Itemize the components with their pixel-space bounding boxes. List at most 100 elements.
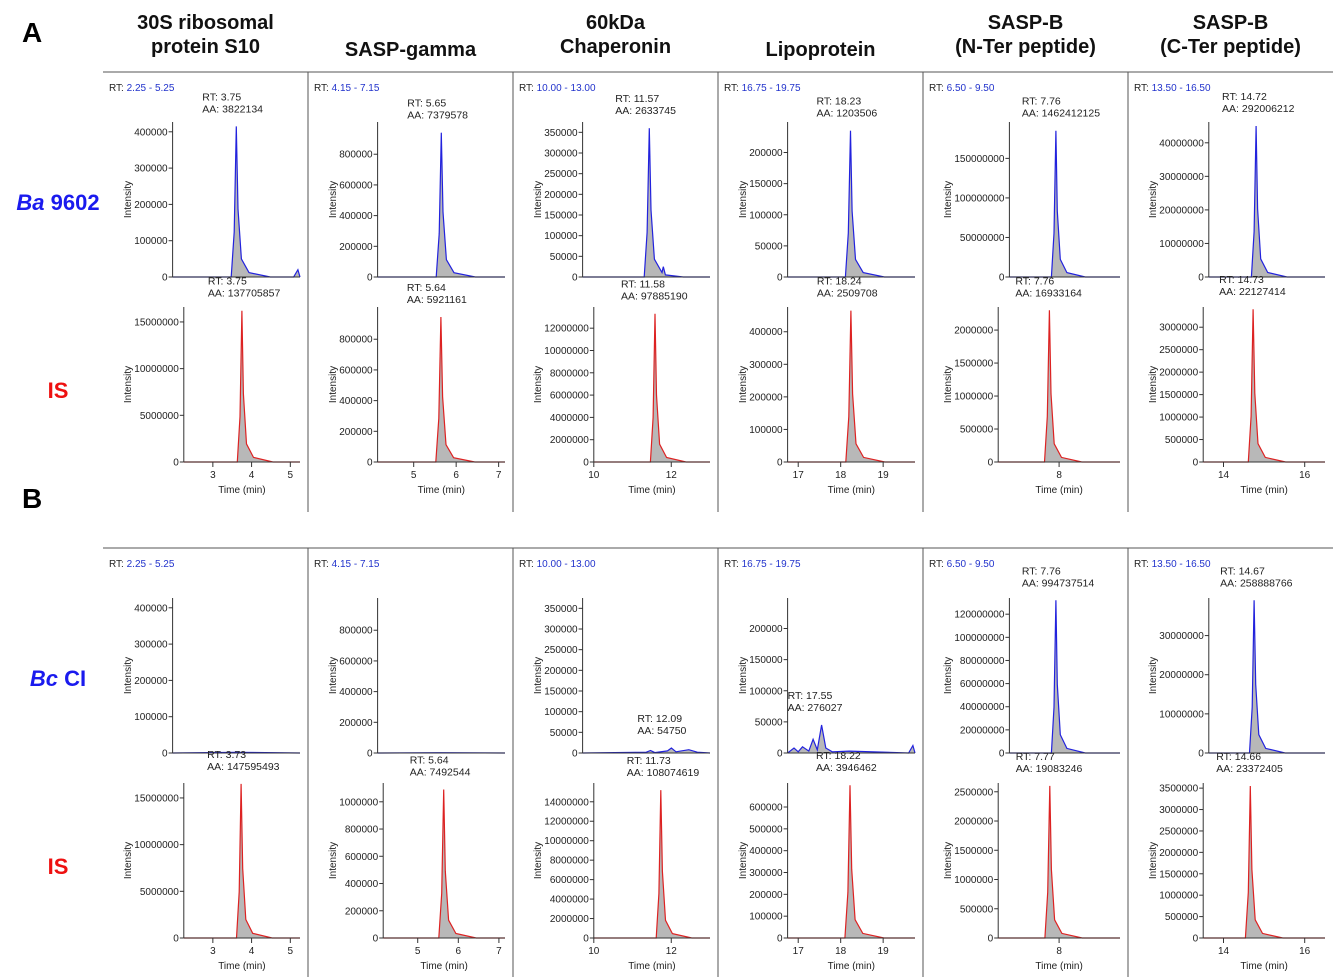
trace	[1009, 600, 1120, 754]
rt-window: RT: 13.50 - 16.50	[1134, 83, 1211, 94]
peak-area	[1009, 130, 1120, 277]
y-tick-label: 80000000	[960, 656, 1005, 667]
peak-annotation: AA: 1203506	[816, 108, 877, 120]
y-tick-label: 0	[583, 934, 589, 945]
rt-range: 4.15 - 7.15	[332, 83, 380, 94]
rt-prefix: RT:	[314, 83, 329, 94]
peak-annotation: RT: 14.66	[1216, 751, 1261, 763]
y-tick-label: 100000	[544, 707, 578, 718]
y-tick-label: 15000000	[134, 317, 179, 328]
y-tick-label: 40000000	[1159, 138, 1204, 149]
panel-label: B	[22, 483, 42, 514]
y-tick-label: 300000	[134, 640, 168, 651]
peak-annotation: RT: 7.76	[1022, 565, 1061, 577]
rt-window: RT: 13.50 - 16.50	[1134, 559, 1211, 570]
y-tick-label: 0	[367, 273, 373, 284]
y-tick-label: 0	[1198, 273, 1204, 284]
y-tick-label: 0	[583, 458, 589, 469]
y-tick-label: 300000	[544, 149, 578, 160]
y-axis-label: Intensity	[328, 657, 339, 694]
y-tick-label: 2000000	[954, 817, 993, 828]
y-tick-label: 150000	[749, 655, 783, 666]
peak-area	[172, 126, 300, 278]
peak-annotation: AA: 3822134	[202, 103, 263, 115]
peak-annotation: RT: 18.23	[816, 96, 861, 108]
x-axis-label: Time (min)	[828, 961, 875, 972]
peak-annotation: RT: 18.22	[816, 750, 861, 762]
x-tick-label: 16	[1299, 946, 1311, 957]
peak-area	[998, 785, 1120, 938]
peak-annotation: RT: 14.67	[1220, 565, 1265, 577]
x-tick-label: 8	[1056, 946, 1062, 957]
trace	[998, 785, 1120, 939]
x-axis-label: Time (min)	[1240, 961, 1287, 972]
column-header: (C-Ter peptide)	[1160, 36, 1301, 58]
y-tick-label: 2000000	[954, 326, 993, 337]
y-tick-label: 400000	[134, 603, 168, 614]
y-tick-label: 1000000	[1159, 413, 1198, 424]
peak-area	[998, 310, 1120, 462]
y-tick-label: 20000000	[960, 725, 1005, 736]
x-tick-label: 12	[666, 946, 678, 957]
x-tick-label: 19	[878, 946, 890, 957]
row-label: Ba 9602	[16, 190, 99, 215]
y-tick-label: 100000	[749, 425, 783, 436]
x-axis-label: Time (min)	[218, 485, 265, 496]
peak-area	[1009, 600, 1120, 753]
x-tick-label: 6	[453, 470, 459, 481]
trace	[383, 789, 505, 939]
rt-range: 2.25 - 5.25	[127, 559, 175, 570]
y-tick-label: 1000000	[954, 875, 993, 886]
y-tick-label: 50000000	[960, 233, 1005, 244]
trace	[787, 724, 916, 754]
rt-range: 6.50 - 9.50	[947, 83, 995, 94]
x-tick-label: 5	[288, 470, 294, 481]
peak-area	[1203, 309, 1325, 462]
species: Bc	[30, 666, 58, 691]
y-tick-label: 500000	[960, 425, 994, 436]
y-axis-label: Intensity	[123, 181, 134, 218]
peak-annotation: AA: 1462412125	[1022, 108, 1100, 120]
rt-range: 10.00 - 13.00	[537, 559, 596, 570]
y-tick-label: 10000000	[544, 836, 589, 847]
x-axis-label: Time (min)	[218, 961, 265, 972]
y-tick-label: 1500000	[1159, 869, 1198, 880]
x-axis-label: Time (min)	[1035, 485, 1082, 496]
x-tick-label: 4	[249, 946, 255, 957]
y-tick-label: 0	[173, 934, 179, 945]
strain: CI	[64, 666, 86, 691]
y-tick-label: 0	[777, 273, 783, 284]
y-tick-label: 200000	[134, 200, 168, 211]
peak-annotation: RT: 11.73	[627, 755, 671, 767]
y-axis-label: Intensity	[738, 181, 749, 218]
y-tick-label: 6000000	[550, 875, 589, 886]
peak-annotation: AA: 54750	[637, 725, 686, 737]
y-tick-label: 400000	[339, 396, 373, 407]
panel-label: A	[22, 17, 42, 48]
y-axis-label: Intensity	[738, 842, 749, 879]
y-tick-label: 8000000	[550, 856, 589, 867]
y-tick-label: 10000000	[1159, 239, 1204, 250]
peak-annotation: AA: 22127414	[1219, 286, 1286, 298]
peak-area	[183, 783, 300, 938]
x-tick-label: 14	[1218, 946, 1230, 957]
y-tick-label: 800000	[339, 335, 373, 346]
peak-annotation: RT: 5.64	[410, 755, 449, 767]
x-axis-label: Time (min)	[628, 485, 675, 496]
y-tick-label: 150000000	[954, 154, 1004, 165]
peak-annotation: RT: 7.76	[1022, 96, 1061, 108]
y-tick-label: 1500000	[954, 846, 993, 857]
rt-prefix: RT:	[1134, 83, 1149, 94]
peak-annotation: AA: 23372405	[1216, 763, 1283, 775]
column-header: SASP-B	[1193, 12, 1269, 34]
y-tick-label: 0	[988, 458, 994, 469]
rt-range: 13.50 - 16.50	[1152, 83, 1211, 94]
y-axis-label: Intensity	[533, 366, 544, 403]
rt-window: RT: 10.00 - 13.00	[519, 559, 596, 570]
rt-window: RT: 4.15 - 7.15	[314, 83, 380, 94]
y-tick-label: 14000000	[544, 797, 589, 808]
y-tick-label: 350000	[544, 128, 578, 139]
peak-area	[1203, 786, 1325, 938]
peak-annotation: AA: 147595493	[207, 761, 280, 773]
